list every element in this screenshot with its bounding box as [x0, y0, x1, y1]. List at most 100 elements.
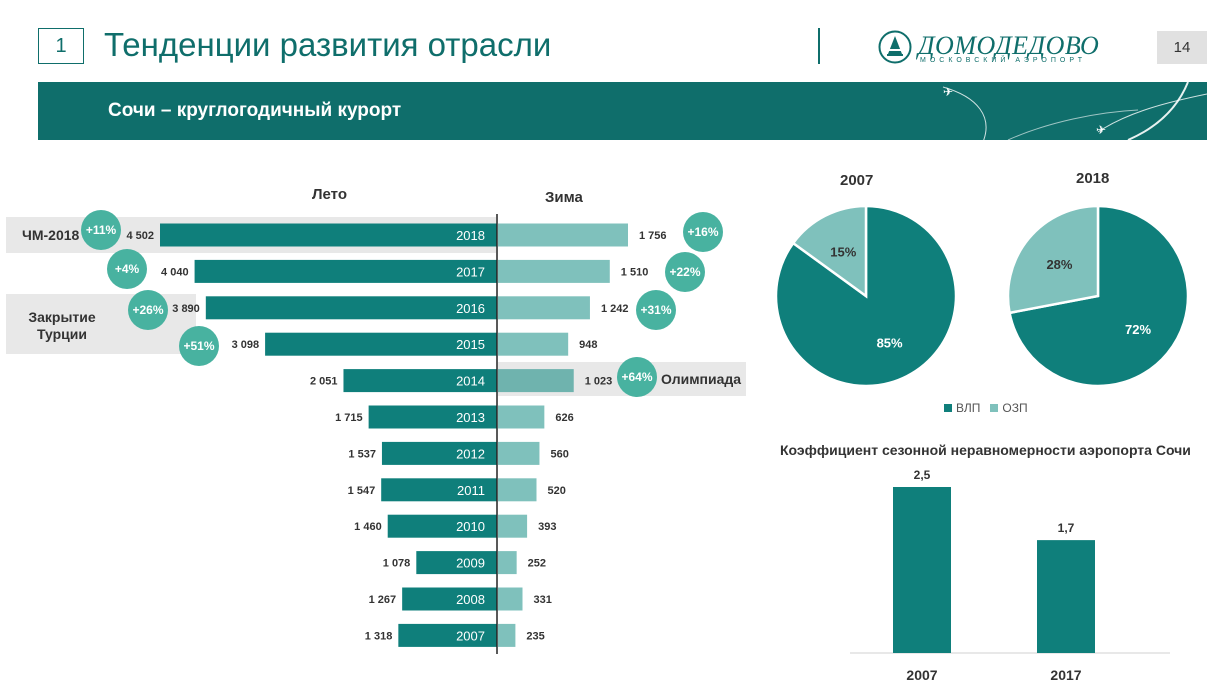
winter-value-2013: 626: [555, 412, 573, 424]
section-banner: ✈ ✈: [38, 82, 1207, 140]
winter-bar-2007: [498, 623, 516, 647]
summer-value-2008: 1 267: [369, 594, 397, 606]
winter-value-2018: 1 756: [639, 230, 667, 242]
winter-growth-2016-label: +31%: [640, 303, 671, 317]
winter-growth-2017-label: +22%: [669, 265, 700, 279]
summer-growth-2017-label: +4%: [115, 262, 140, 276]
winter-value-2014: 1 023: [585, 376, 613, 388]
summer-growth-2015-circle: [179, 326, 219, 366]
pie-2007-label-1: 15%: [830, 244, 856, 259]
seasonality-chart-title: Коэффициент сезонной неравномерности аэр…: [780, 442, 1191, 458]
winter-growth-2016-circle: [636, 290, 676, 330]
seasonality-value-2007: 2,5: [914, 468, 931, 482]
winter-bar-2018: [498, 223, 628, 247]
pie-charts: 85% 15% 72% 28%: [774, 204, 1190, 388]
summer-growth-2017-circle: [107, 249, 147, 289]
winter-value-2007: 235: [526, 630, 544, 642]
summer-bar-2010: [387, 514, 497, 538]
year-label-2011: 2011: [457, 483, 485, 498]
year-label-2016: 2016: [456, 301, 485, 316]
summer-value-2015: 3 098: [232, 339, 260, 351]
winter-bar-2016: [498, 296, 590, 320]
banner-subtitle: Сочи – круглогодичный курорт: [108, 100, 402, 121]
summer-bar-2014: [343, 369, 497, 393]
summer-value-2014: 2 051: [310, 376, 338, 388]
seasonality-category-2017: 2017: [1050, 667, 1081, 683]
winter-bar-2011: [498, 478, 537, 502]
summer-bar-2015: [265, 332, 497, 356]
year-label-2012: 2012: [456, 446, 485, 461]
winter-growth-2017-circle: [665, 252, 705, 292]
summer-growth-2018-circle: [81, 210, 121, 250]
seasonality-bar-chart: 2,5 2007 1,7 2017: [850, 468, 1170, 683]
summer-value-2013: 1 715: [335, 412, 363, 424]
summer-bar-2009: [416, 551, 497, 575]
pie-2007-slice-1: [791, 204, 868, 299]
winter-value-2015: 948: [579, 339, 597, 351]
olympics-label: Олимпиада: [661, 371, 742, 387]
summer-value-2017: 4 040: [161, 266, 189, 278]
summer-value-2011: 1 547: [348, 485, 376, 497]
winter-value-2010: 393: [538, 521, 556, 533]
summer-value-2016: 3 890: [172, 303, 200, 315]
pie-2007-label-0: 85%: [877, 335, 903, 350]
winter-bar-2017: [498, 259, 610, 283]
summer-value-2018: 4 502: [126, 230, 154, 242]
winter-growth-2014-label: +64%: [621, 370, 652, 384]
summer-growth-2015-label: +51%: [183, 339, 214, 353]
pie-2018-title: 2018: [1076, 170, 1110, 187]
summer-bar-2008: [402, 587, 497, 611]
domodedovo-logo-icon: [878, 30, 912, 64]
year-label-2015: 2015: [456, 337, 485, 352]
summer-bar-2017: [194, 259, 497, 283]
winter-growth-2018-circle: [683, 212, 723, 252]
year-label-2007: 2007: [456, 628, 485, 643]
winter-value-2011: 520: [547, 485, 565, 497]
summer-value-2009: 1 078: [383, 558, 411, 570]
summer-value-2007: 1 318: [365, 630, 393, 642]
year-label-2009: 2009: [456, 556, 485, 571]
year-label-2008: 2008: [456, 592, 485, 607]
winter-value-2012: 560: [550, 448, 568, 460]
summer-value-2010: 1 460: [354, 521, 382, 533]
seasonality-bar-2017: [1037, 540, 1095, 653]
banner-flight-paths-decoration: ✈ ✈: [942, 82, 1207, 140]
winter-bar-2015: [498, 332, 569, 356]
summer-bar-2018: [160, 223, 497, 247]
summer-growth-2018-label: +11%: [86, 223, 117, 237]
logo-subtext: МОСКОВСКИЙ АЭРОПОРТ: [920, 57, 1086, 64]
legend-label-vlp: ВЛП: [956, 401, 981, 415]
wc2018-label: ЧМ-2018: [22, 227, 80, 243]
year-label-2018: 2018: [456, 228, 485, 243]
winter-bar-2008: [498, 587, 523, 611]
winter-value-2017: 1 510: [621, 266, 649, 278]
slide-section-number: 1: [38, 28, 84, 64]
legend-swatch-ozp: [990, 404, 999, 412]
summer-bar-2013: [368, 405, 497, 429]
seasonality-bar-2007: [893, 487, 951, 653]
summer-bar-2012: [381, 441, 497, 465]
logo-text: ДОМОДЕДОВО: [918, 31, 1100, 60]
page-title: Тенденции развития отрасли: [104, 26, 552, 63]
winter-bar-2013: [498, 405, 545, 429]
winter-growth-2014-circle: [617, 357, 657, 397]
winter-bar-2010: [498, 514, 528, 538]
page-number: 14: [1157, 31, 1207, 64]
legend-swatch-vlp: [944, 404, 952, 412]
summer-growth-2016-circle: [128, 290, 168, 330]
pie-2018-label-0: 72%: [1125, 322, 1151, 337]
year-label-2010: 2010: [456, 519, 485, 534]
year-label-2014: 2014: [456, 374, 485, 389]
summer-bar-2016: [205, 296, 497, 320]
winter-bar-2014: [498, 369, 574, 393]
svg-text:✈: ✈: [1096, 123, 1106, 137]
winter-bar-2012: [498, 441, 540, 465]
pie-2007-title: 2007: [840, 172, 874, 189]
year-label-2017: 2017: [456, 264, 485, 279]
summer-axis-label: Лето: [312, 186, 347, 203]
legend-label-ozp: ОЗП: [1002, 401, 1028, 415]
pie-2018-slice-1: [1006, 204, 1100, 315]
seasonality-value-2017: 1,7: [1058, 521, 1075, 535]
seasonality-category-2007: 2007: [906, 667, 937, 683]
winter-value-2009: 252: [528, 558, 546, 570]
